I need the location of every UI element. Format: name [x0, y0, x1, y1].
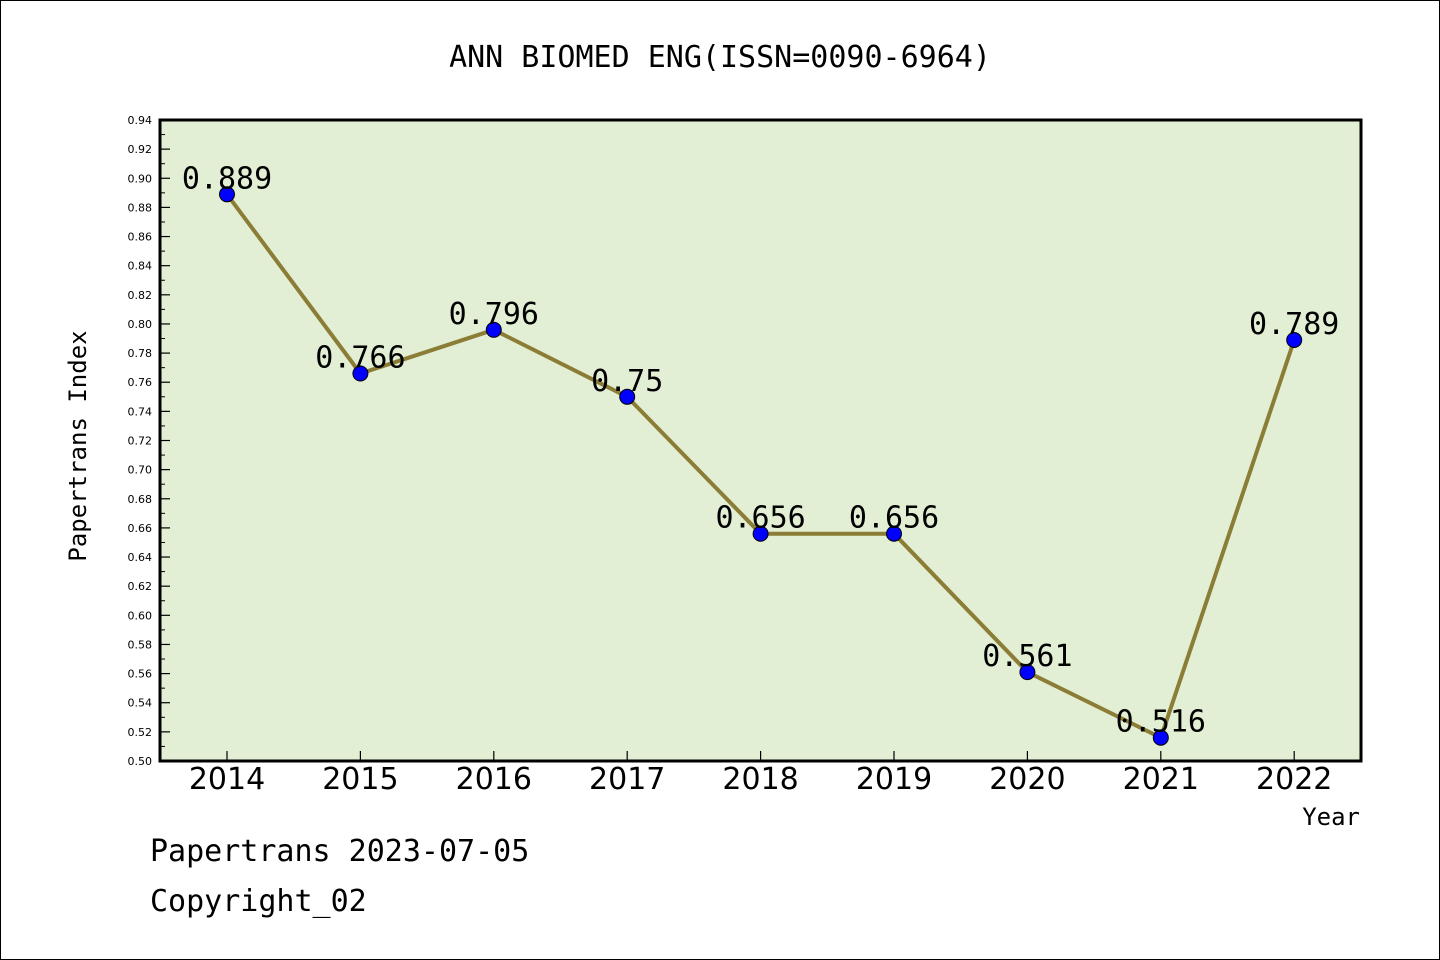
y-tick-label: 0.86: [128, 231, 153, 244]
x-tick-label: 2015: [322, 762, 398, 797]
y-tick-label: 0.66: [128, 522, 153, 535]
y-tick-label: 0.52: [128, 726, 153, 739]
x-tick-label: 2014: [189, 762, 265, 797]
y-axis-label: Papertrans Index: [64, 330, 92, 561]
data-point: [352, 365, 369, 382]
y-axis: 0.50 0.52 0.54 0.56 0.58 0.60 0.62 0.64 0.66 0.68…: [128, 114, 170, 768]
y-tick-label: 0.88: [128, 201, 153, 214]
data-label: 0.561: [982, 639, 1072, 674]
data-point: [886, 525, 902, 542]
x-axis: 2014 2015 2016 2017 2018 2019 2020 2021 2022: [189, 751, 1332, 797]
y-tick-label: 0.70: [128, 464, 153, 477]
y-tick-label: 0.84: [128, 260, 153, 273]
data-label: 0.75: [591, 364, 663, 399]
chart-title: ANN BIOMED ENG(ISSN=0090-6964): [449, 40, 991, 75]
data-label: 0.516: [1116, 705, 1206, 740]
y-tick-label: 0.82: [128, 289, 153, 302]
plot-frame: [158, 118, 1363, 763]
x-tick-label: 2021: [1123, 762, 1199, 797]
x-tick-label: 2016: [456, 762, 532, 797]
data-labels: 0.889 0.766 0.796 0.75 0.656 0.656 0.561 0.516 0…: [182, 161, 1340, 739]
y-tick-label: 0.92: [128, 143, 153, 156]
x-tick-label: 2018: [722, 762, 798, 797]
data-point: [485, 321, 502, 338]
data-point: [1286, 331, 1303, 348]
data-point: [1152, 729, 1169, 746]
y-tick-label: 0.90: [128, 172, 153, 185]
y-tick-label: 0.80: [128, 318, 153, 331]
data-label: 0.656: [715, 501, 805, 536]
y-tick-label: 0.74: [128, 405, 153, 418]
y-tick-label: 0.68: [128, 493, 153, 506]
footer-copyright: Copyright_02: [150, 884, 367, 919]
y-tick-label: 0.78: [128, 347, 153, 360]
data-point: [619, 388, 636, 405]
y-tick-label: 0.54: [128, 697, 153, 710]
data-point: [752, 525, 769, 542]
y-tick-label: 0.72: [128, 435, 153, 448]
y-tick-label: 0.50: [128, 755, 153, 768]
data-label: 0.656: [849, 501, 939, 536]
y-tick-label: 0.62: [128, 580, 153, 593]
x-tick-label: 2017: [589, 762, 665, 797]
y-tick-label: 0.56: [128, 668, 153, 681]
x-tick-label: 2020: [989, 762, 1065, 797]
y-tick-label: 0.76: [128, 376, 153, 389]
x-tick-label: 2019: [856, 762, 932, 797]
data-point: [1019, 664, 1036, 681]
plot-area: [160, 120, 1361, 761]
data-point: [219, 186, 235, 203]
data-label: 0.796: [449, 297, 539, 332]
y-tick-label: 0.94: [128, 114, 153, 127]
x-tick-label: 2022: [1256, 762, 1332, 797]
y-tick-label: 0.60: [128, 609, 153, 622]
data-label: 0.766: [315, 340, 405, 375]
footer-date: Papertrans 2023-07-05: [150, 834, 530, 869]
y-tick-label: 0.64: [128, 551, 153, 564]
x-axis-label: Year: [1302, 803, 1360, 831]
y-tick-label: 0.58: [128, 638, 153, 651]
series-layer: [219, 186, 1303, 746]
data-label: 0.789: [1249, 307, 1339, 342]
data-label: 0.889: [182, 161, 272, 196]
